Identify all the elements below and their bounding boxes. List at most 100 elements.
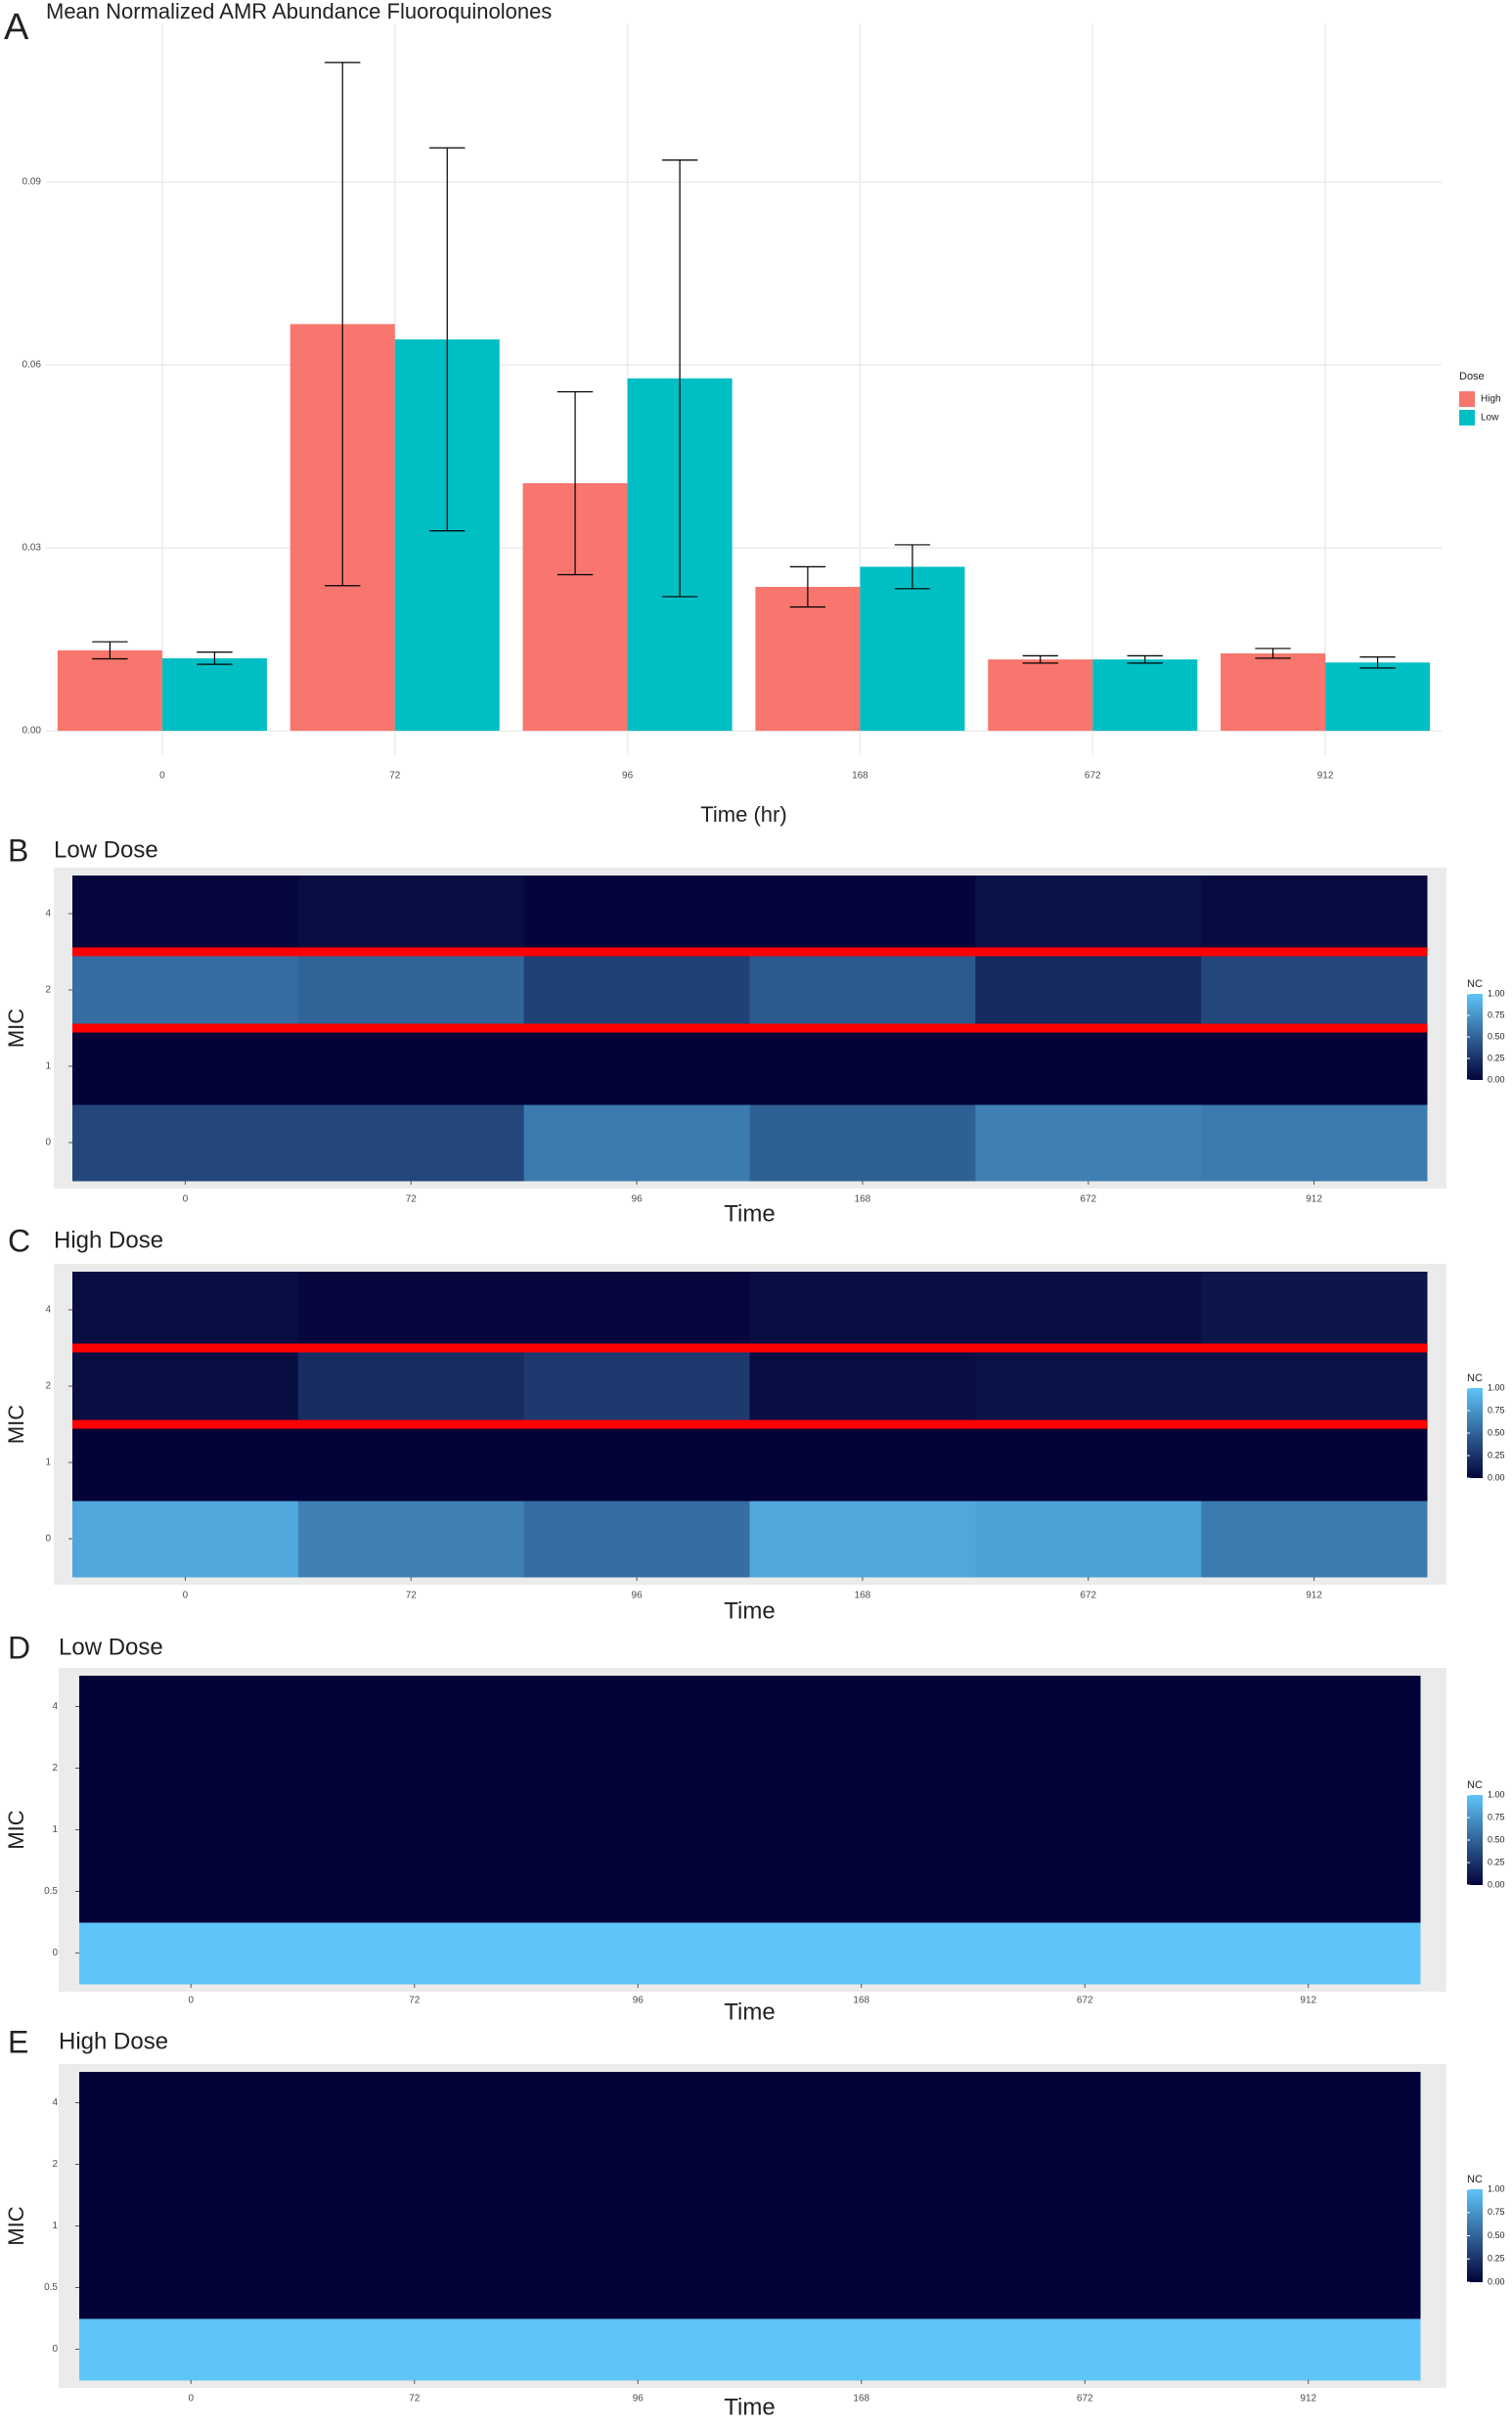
heatmap-cell	[749, 2318, 974, 2381]
error-bar	[556, 390, 594, 576]
heatmap-cell	[749, 1501, 976, 1578]
heatmap-cell	[302, 2072, 527, 2134]
heatmap-cell	[749, 2257, 974, 2319]
colorbar-label: 1.00	[1488, 2183, 1505, 2193]
heatmap-cell	[975, 952, 1202, 1029]
x-tick-label: 672	[1080, 1591, 1096, 1601]
error-bar	[1127, 654, 1163, 664]
heatmap-cell	[526, 1799, 750, 1862]
x-tick-label: 0	[188, 2394, 194, 2404]
heatmap-cell	[526, 1861, 750, 1923]
x-tick-label: 912	[1300, 1996, 1316, 2006]
x-tick-label: 168	[853, 1996, 869, 2006]
x-tick-label: 72	[389, 771, 401, 782]
heatmap-cell	[749, 1922, 974, 1985]
error-bar	[894, 544, 931, 590]
x-tick-label: 672	[1077, 1996, 1093, 2006]
panel-label: E	[8, 2024, 28, 2059]
heatmap-cell	[72, 1028, 299, 1105]
legend-title: NC	[1467, 1779, 1483, 1791]
bar	[57, 650, 162, 732]
colorbar-label: 0.00	[1488, 1074, 1505, 1084]
panel-title: High Dose	[59, 2028, 168, 2054]
heatmap-cell	[973, 2318, 1197, 2381]
heatmap-cell	[302, 2257, 527, 2319]
heatmap-cell	[749, 1272, 976, 1349]
colorbar-label: 0.75	[1488, 1405, 1505, 1415]
heatmap-cell	[749, 876, 976, 953]
y-tick-label: 2	[45, 985, 51, 996]
heatmap-cell	[79, 2072, 303, 2134]
y-tick-label: 0	[45, 1534, 51, 1545]
heatmap-cell	[1196, 2318, 1421, 2381]
legend-key	[1459, 410, 1475, 426]
y-tick-label: 0.00	[22, 726, 42, 737]
x-tick-label: 168	[855, 1194, 871, 1205]
x-tick-label: 0	[183, 1591, 189, 1601]
y-tick-label: 4	[52, 1701, 58, 1712]
x-tick-label: 72	[406, 1591, 418, 1601]
heatmap-cell	[973, 1861, 1197, 1923]
x-axis-title: Time	[724, 1999, 775, 2025]
bar	[1092, 659, 1198, 732]
heatmap-cell	[523, 1028, 750, 1105]
bar	[988, 659, 1093, 732]
colorbar-label: 0.25	[1488, 1857, 1505, 1866]
heatmap-cell	[302, 2134, 527, 2196]
legend-title: NC	[1467, 1372, 1483, 1384]
y-tick-label: 0	[45, 1138, 51, 1148]
heatmap-cell	[749, 2134, 974, 2196]
y-tick-label: 0.5	[44, 2282, 58, 2293]
error-bar	[1022, 654, 1058, 664]
y-tick-label: 4	[45, 909, 51, 920]
chart-title: Mean Normalized AMR Abundance Fluoroquin…	[46, 0, 552, 23]
legend-label: High	[1481, 394, 1501, 405]
colorbar-label: 1.00	[1488, 1789, 1505, 1799]
heatmap-cell	[1201, 1501, 1428, 1578]
y-tick-label: 0.03	[22, 543, 42, 554]
heatmap-cell	[526, 2257, 750, 2319]
colorbar-label: 1.00	[1488, 1382, 1505, 1392]
y-tick-label: 0.06	[22, 360, 42, 371]
heatmap-cell	[302, 1922, 527, 1985]
heatmap-cell	[523, 952, 750, 1029]
y-axis-title: MIC	[4, 1009, 28, 1048]
x-tick-label: 96	[633, 1996, 645, 2006]
y-tick-label: 1	[52, 1824, 58, 1835]
colorbar-label: 0.25	[1488, 1053, 1505, 1062]
panel-label: C	[8, 1223, 30, 1258]
x-axis-title: Time	[724, 2394, 775, 2420]
error-bar	[429, 147, 466, 532]
colorbar-label: 0.75	[1488, 1010, 1505, 1019]
heatmap-cell	[749, 1737, 974, 1800]
heatmap-cell	[297, 1501, 525, 1578]
x-tick-label: 96	[632, 1194, 644, 1205]
heatmap-cell	[749, 1676, 974, 1738]
panel-label: D	[8, 1630, 30, 1665]
x-tick-label: 672	[1085, 771, 1101, 782]
error-bar	[197, 651, 233, 665]
x-tick-label: 72	[409, 1996, 421, 2006]
heatmap-cell	[302, 2195, 527, 2258]
heatmap-cell	[1196, 2134, 1421, 2196]
heatmap-cell	[526, 1676, 750, 1738]
heatmap-cell	[526, 2195, 750, 2258]
x-axis-title: Time (hr)	[700, 802, 786, 827]
heatmap-cell	[749, 1861, 974, 1923]
y-tick-label: 2	[52, 1763, 58, 1774]
heatmap-cell	[749, 1799, 974, 1862]
heatmap-cell	[975, 1424, 1202, 1502]
y-tick-label: 4	[52, 2097, 58, 2108]
heatmap-cell	[72, 1348, 299, 1425]
heatmap-cell	[302, 1737, 527, 1800]
heatmap-cell	[72, 876, 299, 953]
y-tick-label: 0.5	[44, 1886, 58, 1897]
x-tick-label: 0	[188, 1996, 194, 2006]
heatmap-cell	[526, 2072, 750, 2134]
x-tick-label: 72	[409, 2394, 421, 2404]
x-tick-label: 912	[1300, 2394, 1316, 2404]
heatmap-cell	[79, 2195, 303, 2258]
heatmap-cell	[1196, 2072, 1421, 2134]
heatmap-cell	[1196, 1861, 1421, 1923]
colorbar-label: 0.50	[1488, 1834, 1505, 1844]
